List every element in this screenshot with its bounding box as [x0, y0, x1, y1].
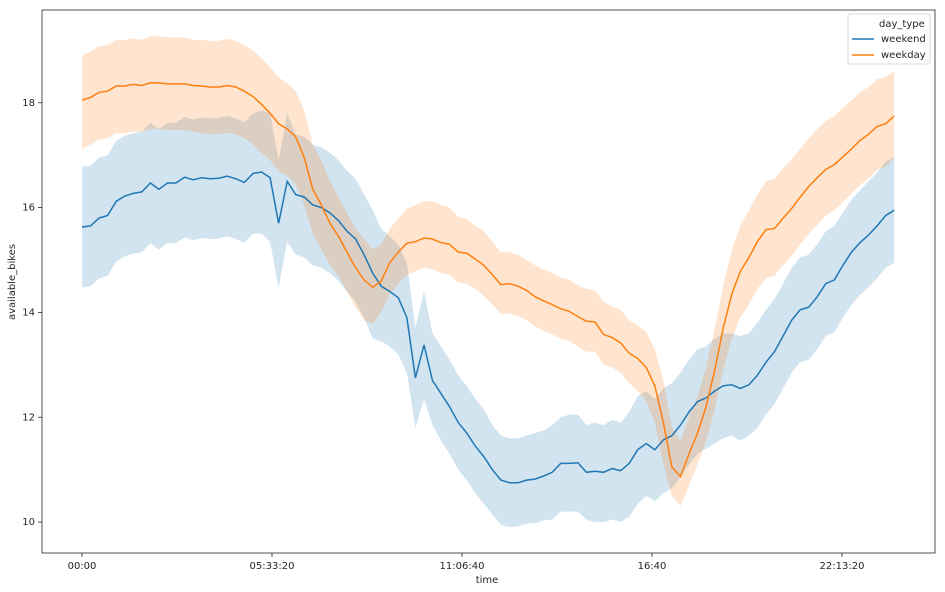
x-tick-label: 16:40	[638, 561, 667, 572]
legend-label: weekend	[881, 34, 926, 45]
series-line	[81, 171, 895, 484]
y-tick-label: 18	[22, 98, 35, 109]
x-axis-label: time	[476, 575, 499, 586]
confidence-band	[82, 36, 895, 507]
legend-box	[847, 13, 931, 65]
axes-frame	[41, 9, 936, 554]
y-axis-label: available_bikes	[7, 244, 18, 320]
x-tick-label: 22:13:20	[820, 561, 865, 572]
x-tick-label: 11:06:40	[440, 561, 485, 572]
series-line	[81, 82, 895, 478]
legend-title: day_type	[879, 19, 925, 30]
y-tick-label: 10	[22, 517, 35, 528]
confidence-band	[82, 110, 895, 528]
y-tick-label: 16	[22, 203, 35, 214]
x-tick-label: 00:00	[68, 561, 97, 572]
x-tick-label: 05:33:20	[250, 561, 295, 572]
legend-label: weekday	[881, 50, 926, 61]
y-tick-label: 14	[22, 307, 35, 318]
y-tick-label: 12	[22, 412, 35, 423]
